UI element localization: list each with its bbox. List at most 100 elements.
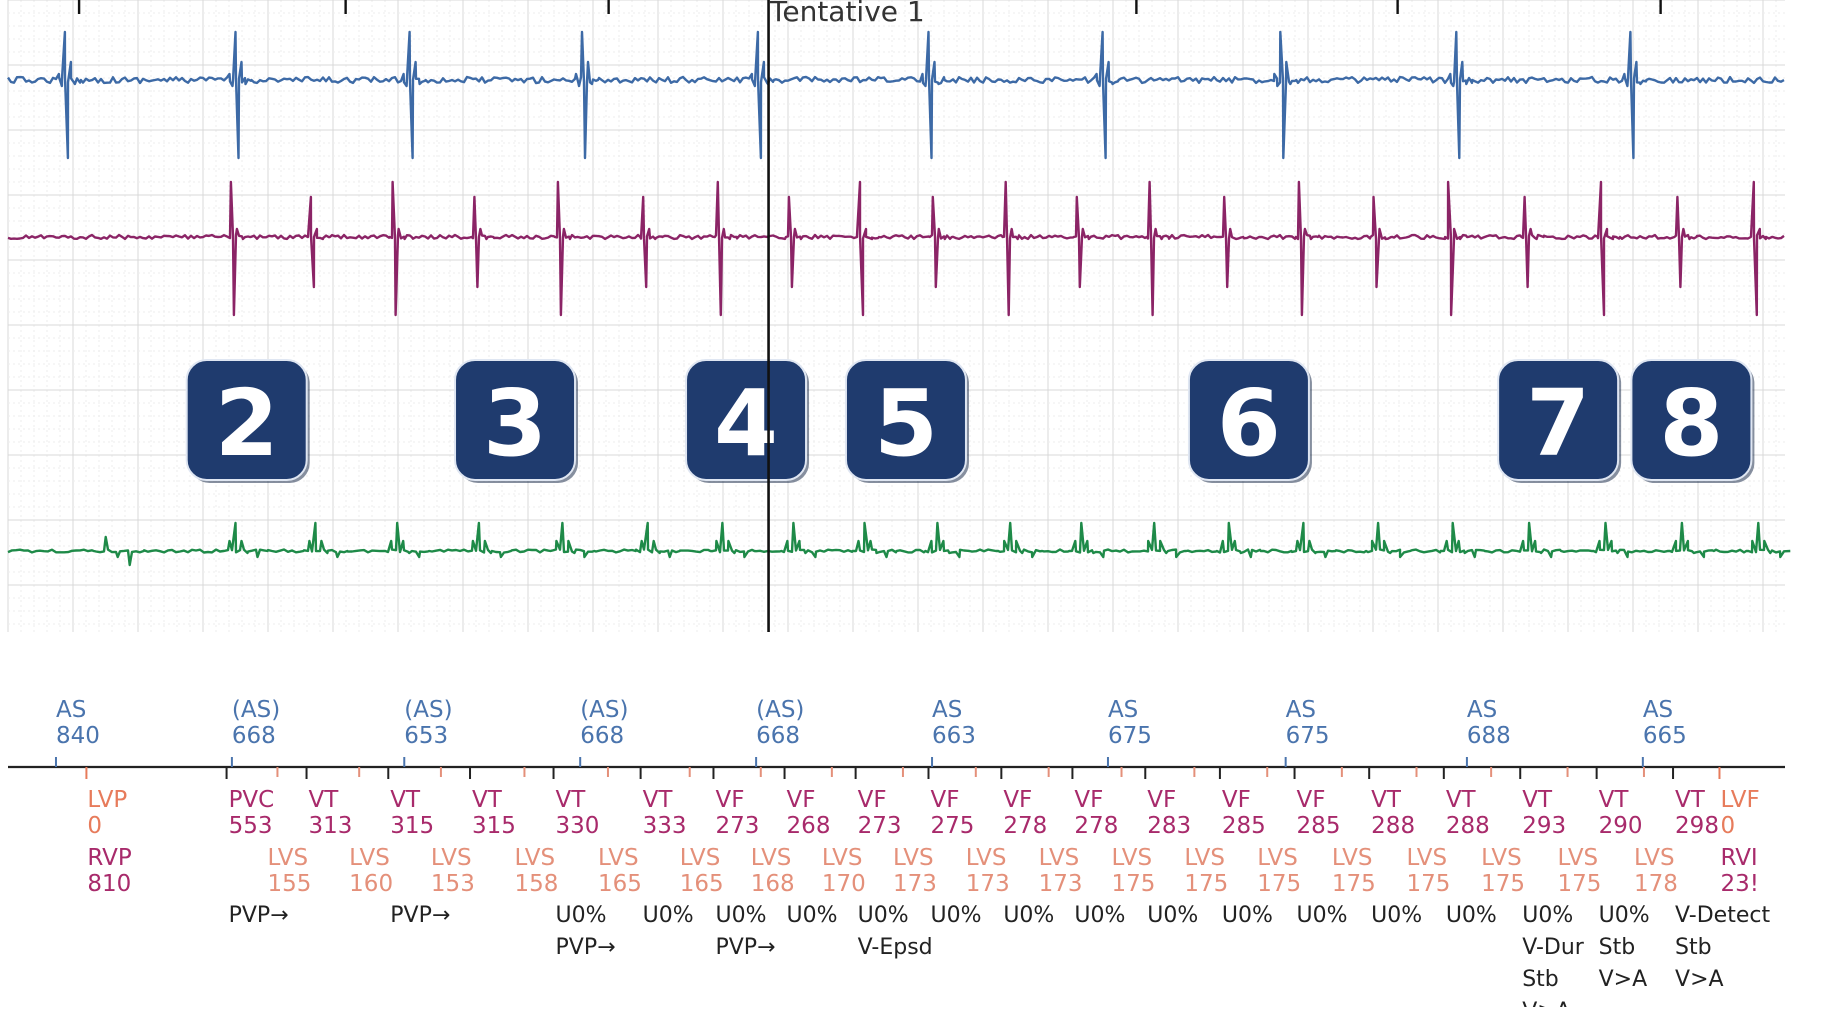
pace-value: 0 xyxy=(1720,813,1735,839)
ventricular-label: VT xyxy=(1446,787,1477,813)
lvs-interval: 175 xyxy=(1406,871,1450,897)
ventricular-interval: 275 xyxy=(930,813,974,839)
marker-annotation: U0% xyxy=(1371,903,1422,928)
beat-badge: 8 xyxy=(1630,359,1755,483)
marker-annotation: U0% V-Dur Stb V>A xyxy=(1522,903,1585,1011)
marker-annotation: U0% xyxy=(643,903,694,928)
ventricular-interval: 268 xyxy=(787,813,831,839)
lvs-label: LVS xyxy=(267,845,308,871)
marker-annotation: U0% xyxy=(1147,903,1198,928)
lvs-label: LVS xyxy=(1332,845,1373,871)
ventricular-label: VT xyxy=(309,787,340,813)
badge-label: 5 xyxy=(874,370,938,477)
annotation-line: Stb xyxy=(1522,967,1559,992)
atrial-label: AS xyxy=(1643,697,1673,723)
pace-value: 0 xyxy=(87,813,102,839)
grid xyxy=(7,0,1785,632)
beat-badge: 6 xyxy=(1187,359,1312,483)
annotation-line: V-Dur xyxy=(1522,935,1585,960)
annotation-line: U0% xyxy=(643,903,694,928)
beat-badge: 7 xyxy=(1497,359,1622,483)
marker-annotation: V-Detect Stb V>A xyxy=(1675,903,1770,992)
lvs-label: LVS xyxy=(751,845,792,871)
annotation-line: U0% xyxy=(1599,903,1650,928)
badge-box xyxy=(185,359,308,481)
atrial-interval: 675 xyxy=(1286,723,1330,749)
beat-badge: 4 xyxy=(685,359,810,483)
marker-annotation: U0% xyxy=(1074,903,1125,928)
marker-annotation: U0% xyxy=(1297,903,1348,928)
atrial-interval: 688 xyxy=(1467,723,1511,749)
ventricular-label: VF xyxy=(715,787,744,813)
atrial-label: AS xyxy=(56,697,86,723)
marker-annotation: U0% xyxy=(1446,903,1497,928)
annotation-line: U0% xyxy=(556,903,607,928)
lvs-label: LVS xyxy=(431,845,472,871)
marker-annotation: U0% V-Epsd xyxy=(858,903,933,960)
ventricular-label: VF xyxy=(1222,787,1251,813)
annotation-line: Stb xyxy=(1675,935,1712,960)
ventricular-label: VF xyxy=(1297,787,1326,813)
lvs-label: LVS xyxy=(514,845,555,871)
annotation-line: U0% xyxy=(1371,903,1422,928)
badge-box xyxy=(685,359,808,481)
ventricular-interval: 273 xyxy=(858,813,902,839)
ventricular-interval: 285 xyxy=(1222,813,1266,839)
atrial-interval: 668 xyxy=(580,723,624,749)
badge-label: 3 xyxy=(483,370,547,477)
ventricular-interval: 553 xyxy=(229,813,273,839)
atrial-label: (AS) xyxy=(756,697,804,723)
ventricular-label: VT xyxy=(472,787,503,813)
annotation-line: Stb xyxy=(1599,935,1636,960)
ventricular-interval: 330 xyxy=(556,813,600,839)
annotation-line: U0% xyxy=(787,903,838,928)
beat-badge: 3 xyxy=(454,359,579,483)
atrial-marker: (AS)653 xyxy=(403,697,453,767)
atrial-label: AS xyxy=(932,697,962,723)
atrial-label: (AS) xyxy=(580,697,628,723)
ventricular-label: VF xyxy=(930,787,959,813)
ventricular-label: VT xyxy=(556,787,587,813)
ventricular-label: VF xyxy=(858,787,887,813)
badge-box xyxy=(454,359,577,481)
lvs-interval: 178 xyxy=(1634,871,1678,897)
marker-annotation: U0% xyxy=(1222,903,1273,928)
annotation-line: U0% xyxy=(1003,903,1054,928)
ventricular-interval: 288 xyxy=(1371,813,1415,839)
egm-channel-1 xyxy=(7,30,1785,160)
atrial-label: AS xyxy=(1286,697,1316,723)
annotation-line: V>A xyxy=(1599,967,1648,992)
annotation-line: PVP→ xyxy=(715,935,775,960)
lvs-label: LVS xyxy=(1481,845,1522,871)
episode-title: Tentative 1 xyxy=(769,0,925,28)
ventricular-label: VT xyxy=(1371,787,1402,813)
lvs-label: LVS xyxy=(822,845,863,871)
top-ticks xyxy=(77,0,1662,14)
annotation-line: V-Detect xyxy=(1675,903,1770,928)
badge-label: 8 xyxy=(1659,370,1723,477)
lvs-interval: 173 xyxy=(893,871,937,897)
badge-box xyxy=(1630,359,1753,481)
